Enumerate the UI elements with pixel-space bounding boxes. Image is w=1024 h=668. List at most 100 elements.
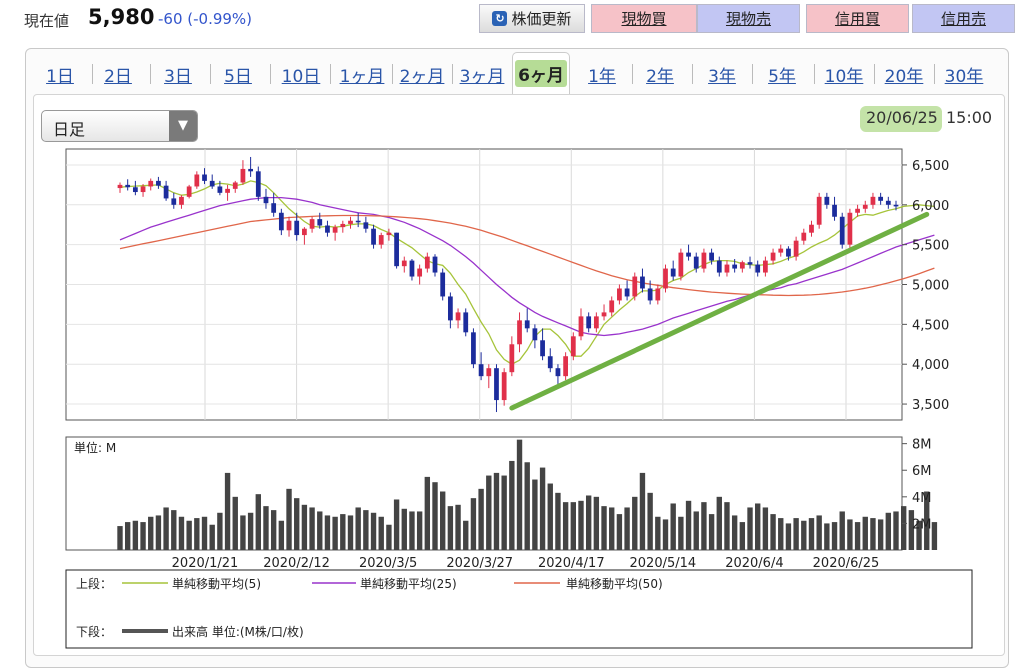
volume-bar [424,476,431,550]
volume-bar [847,519,853,550]
y-tick-label: 5,500 [912,239,949,254]
tab-1m[interactable]: 1ヶ月 [339,67,385,87]
volume-bars [117,439,938,550]
tab-30y[interactable]: 30年 [944,67,984,87]
volume-bar [486,475,492,550]
candle-body [755,264,761,273]
margin-sell-button[interactable]: 信用売 [912,4,1015,33]
x-tick-label: 2020/3/27 [446,556,513,571]
tab-10d[interactable]: 10日 [281,67,321,87]
candle-up [763,256,768,277]
y-tick-label: 5,000 [912,279,949,294]
chevron-down-icon[interactable]: ▼ [169,111,197,141]
volume-bar [317,511,323,550]
volume-bar [555,492,561,550]
refresh-icon: ↻ [492,11,508,26]
candle-body [601,312,607,317]
candle-down [202,168,207,185]
candle-body [855,208,860,213]
volume-bar [370,512,377,550]
tab-1d[interactable]: 1日 [46,67,74,87]
candle-up [563,352,569,381]
tab-separator [270,64,271,84]
candle-up [225,184,230,201]
x-tick-label: 2020/1/21 [172,556,239,571]
candle-body [885,200,891,205]
tab-1y[interactable]: 1年 [588,67,616,87]
volume-bar [409,511,415,550]
candle-body [724,264,730,273]
candle-down [248,156,253,177]
refresh-price-button[interactable]: ↻ 株価更新 [479,4,585,33]
tab-20y[interactable]: 20年 [884,67,924,87]
candle-body [555,368,561,377]
margin-buy-button[interactable]: 信用買 [806,4,909,33]
candle-body [471,332,476,365]
candle-body [225,188,230,193]
spot-sell-button[interactable]: 現物売 [697,4,800,33]
candle-down [371,224,376,249]
tab-6m[interactable]: 6ヶ月 [515,60,567,87]
tab-2y[interactable]: 2年 [646,67,674,87]
candle-body [770,252,776,261]
candle-down [440,268,446,301]
volume-bar [209,524,215,550]
candle-down [747,256,753,269]
volume-bar [178,516,185,550]
volume-bar [301,504,308,550]
tab-5d[interactable]: 5日 [224,67,252,87]
volume-bar [816,515,822,550]
tab-5y[interactable]: 5年 [768,67,796,87]
candle-body [125,184,131,188]
candle-up [632,272,638,301]
candle-down [394,232,399,269]
tab-10y[interactable]: 10年 [824,67,864,87]
candle-body [686,252,691,257]
volume-bar [616,514,623,550]
volume-bar [831,522,838,550]
candle-up [663,264,668,293]
volume-bar [171,510,177,550]
volume-bar [509,460,515,550]
candle-down [686,244,691,261]
volume-bar [747,507,753,550]
candle-up [179,195,184,209]
candle-body [570,336,576,357]
candle-up [148,178,154,191]
candle-down [878,192,884,205]
candle-down [478,352,484,381]
candle-body [540,340,545,357]
tab-2m[interactable]: 2ヶ月 [399,67,445,87]
volume-y-axis: 8M 6M 4M 2M [902,438,932,532]
volume-bar [393,499,400,550]
period-tabs: 1日 2日 3日 5日 10日 1ヶ月 2ヶ月 3ヶ月 6ヶ月 1年 2年 3年… [26,50,1008,97]
volume-bar [739,522,746,550]
tab-separator [934,64,935,84]
candle-up [847,208,853,249]
tab-3m[interactable]: 3ヶ月 [459,67,505,87]
candle-down [255,166,261,201]
candle-body [709,252,714,261]
interval-select[interactable]: 日足 ▼ [41,110,198,142]
volume-bar [232,496,238,550]
candle-body [117,184,123,189]
spot-buy-button[interactable]: 現物買 [591,4,697,33]
candle-down [432,254,438,277]
tab-2d[interactable]: 2日 [104,67,132,87]
candle-down [885,196,891,209]
candle-up [701,248,707,273]
volume-bar [140,522,146,550]
volume-y-tick-label: 2M [912,517,932,532]
candlesticks [117,156,899,413]
legend-volume: 出来高 単位:(M株/口/枚) [172,624,304,639]
candle-up [417,264,423,285]
candle-body [716,260,722,273]
candle-body [455,312,461,321]
tab-separator [92,64,93,84]
tab-3d[interactable]: 3日 [164,67,192,87]
candle-body [294,220,300,236]
candle-down [839,212,845,249]
tab-3y[interactable]: 3年 [708,67,736,87]
ma25-line [119,196,935,337]
